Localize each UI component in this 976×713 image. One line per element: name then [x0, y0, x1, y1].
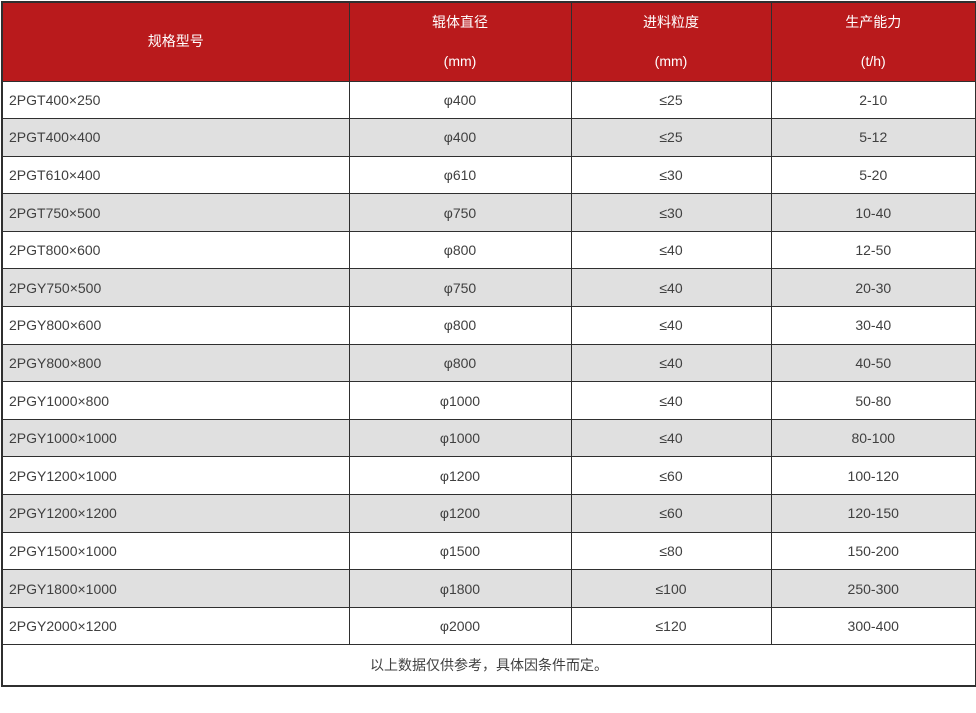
cell-feed-size: ≤60	[570, 494, 772, 533]
cell-feed-size: ≤40	[570, 306, 772, 345]
table-row: 2PGY1200×1000 φ1200 ≤60 100-120	[1, 456, 976, 496]
cell-model: 2PGT400×400	[1, 118, 350, 157]
cell-roller-diameter: φ750	[348, 268, 572, 308]
header-row: 规格型号 辊体直径 (mm) 进料粒度 (mm) 生产能力 (t/h)	[1, 1, 976, 82]
table-row: 2PGT400×250 φ400 ≤25 2-10	[1, 80, 976, 120]
cell-capacity: 30-40	[770, 306, 976, 345]
cell-roller-diameter: φ1500	[348, 531, 572, 571]
cell-model: 2PGY1200×1000	[1, 456, 350, 496]
table-row: 2PGY800×600 φ800 ≤40 30-40	[1, 306, 976, 345]
cell-capacity: 20-30	[770, 268, 976, 308]
cell-model: 2PGT750×500	[1, 193, 350, 232]
table-row: 2PGY1800×1000 φ1800 ≤100 250-300	[1, 569, 976, 608]
cell-capacity: 2-10	[770, 80, 976, 120]
cell-roller-diameter: φ1000	[348, 418, 572, 458]
cell-model: 2PGY1200×1200	[1, 494, 350, 533]
cell-roller-diameter: φ1800	[348, 569, 572, 608]
table-header: 规格型号 辊体直径 (mm) 进料粒度 (mm) 生产能力 (t/h)	[1, 1, 976, 82]
footer-row: 以上数据仅供参考，具体因条件而定。	[1, 644, 976, 687]
cell-model: 2PGT800×600	[1, 230, 350, 270]
table-row: 2PGT750×500 φ750 ≤30 10-40	[1, 193, 976, 232]
cell-roller-diameter: φ1200	[348, 494, 572, 533]
cell-model: 2PGY1800×1000	[1, 569, 350, 608]
column-header-roller-diameter: 辊体直径 (mm)	[348, 1, 572, 82]
cell-capacity: 12-50	[770, 230, 976, 270]
column-header-label: 生产能力	[845, 13, 902, 30]
cell-model: 2PGY1500×1000	[1, 531, 350, 571]
column-header-label: 辊体直径	[432, 13, 488, 30]
cell-feed-size: ≤25	[570, 80, 772, 120]
column-header-label: 进料粒度	[643, 13, 699, 30]
table-row: 2PGT400×400 φ400 ≤25 5-12	[1, 118, 976, 157]
cell-roller-diameter: φ800	[348, 306, 572, 345]
table-row: 2PGY2000×1200 φ2000 ≤120 300-400	[1, 606, 976, 646]
table-body: 2PGT400×250 φ400 ≤25 2-10 2PGT400×400 φ400 ≤25…	[1, 80, 976, 646]
cell-capacity: 250-300	[770, 569, 976, 608]
cell-capacity: 5-20	[770, 155, 976, 195]
cell-roller-diameter: φ750	[348, 193, 572, 232]
cell-feed-size: ≤120	[570, 606, 772, 646]
cell-feed-size: ≤30	[570, 193, 772, 232]
cell-model: 2PGY800×600	[1, 306, 350, 345]
cell-capacity: 120-150	[770, 494, 976, 533]
cell-capacity: 40-50	[770, 343, 976, 383]
table-row: 2PGY1000×1000 φ1000 ≤40 80-100	[1, 418, 976, 458]
cell-roller-diameter: φ800	[348, 343, 572, 383]
cell-feed-size: ≤30	[570, 155, 772, 195]
table-row: 2PGY1200×1200 φ1200 ≤60 120-150	[1, 494, 976, 533]
cell-capacity: 10-40	[770, 193, 976, 232]
column-header-model: 规格型号	[1, 1, 350, 82]
column-header-label: 规格型号	[147, 33, 204, 50]
cell-roller-diameter: φ800	[348, 230, 572, 270]
table-row: 2PGY1500×1000 φ1500 ≤80 150-200	[1, 531, 976, 571]
cell-feed-size: ≤40	[570, 230, 772, 270]
spec-table-container: 规格型号 辊体直径 (mm) 进料粒度 (mm) 生产能力 (t/h) 2PGT400×25…	[0, 1, 976, 687]
cell-model: 2PGY2000×1200	[1, 606, 350, 646]
table-row: 2PGY750×500 φ750 ≤40 20-30	[1, 268, 976, 308]
cell-capacity: 300-400	[770, 606, 976, 646]
column-header-feed-size: 进料粒度 (mm)	[570, 1, 772, 82]
column-header-unit: (mm)	[654, 52, 688, 69]
cell-model: 2PGT400×250	[1, 80, 350, 120]
cell-feed-size: ≤40	[570, 268, 772, 308]
cell-model: 2PGT610×400	[1, 155, 350, 195]
spec-table: 规格型号 辊体直径 (mm) 进料粒度 (mm) 生产能力 (t/h) 2PGT400×25…	[1, 1, 976, 687]
table-row: 2PGT610×400 φ610 ≤30 5-20	[1, 155, 976, 195]
cell-roller-diameter: φ400	[348, 80, 572, 120]
column-header-unit: (mm)	[443, 52, 477, 69]
cell-roller-diameter: φ1200	[348, 456, 572, 496]
cell-feed-size: ≤80	[570, 531, 772, 571]
column-header-unit: (t/h)	[860, 52, 886, 69]
cell-model: 2PGY1000×800	[1, 381, 350, 420]
column-header-capacity: 生产能力 (t/h)	[770, 1, 976, 82]
cell-roller-diameter: φ1000	[348, 381, 572, 420]
cell-capacity: 150-200	[770, 531, 976, 571]
cell-feed-size: ≤25	[570, 118, 772, 157]
cell-roller-diameter: φ400	[348, 118, 572, 157]
table-row: 2PGT800×600 φ800 ≤40 12-50	[1, 230, 976, 270]
cell-capacity: 100-120	[770, 456, 976, 496]
cell-capacity: 80-100	[770, 418, 976, 458]
cell-feed-size: ≤40	[570, 343, 772, 383]
cell-capacity: 50-80	[770, 381, 976, 420]
cell-roller-diameter: φ610	[348, 155, 572, 195]
table-footnote: 以上数据仅供参考，具体因条件而定。	[1, 644, 976, 687]
cell-model: 2PGY1000×1000	[1, 418, 350, 458]
cell-feed-size: ≤100	[570, 569, 772, 608]
cell-model: 2PGY750×500	[1, 268, 350, 308]
cell-feed-size: ≤40	[570, 381, 772, 420]
table-footer: 以上数据仅供参考，具体因条件而定。	[1, 644, 976, 687]
cell-feed-size: ≤40	[570, 418, 772, 458]
cell-feed-size: ≤60	[570, 456, 772, 496]
cell-capacity: 5-12	[770, 118, 976, 157]
cell-roller-diameter: φ2000	[348, 606, 572, 646]
table-row: 2PGY800×800 φ800 ≤40 40-50	[1, 343, 976, 383]
cell-model: 2PGY800×800	[1, 343, 350, 383]
table-row: 2PGY1000×800 φ1000 ≤40 50-80	[1, 381, 976, 420]
